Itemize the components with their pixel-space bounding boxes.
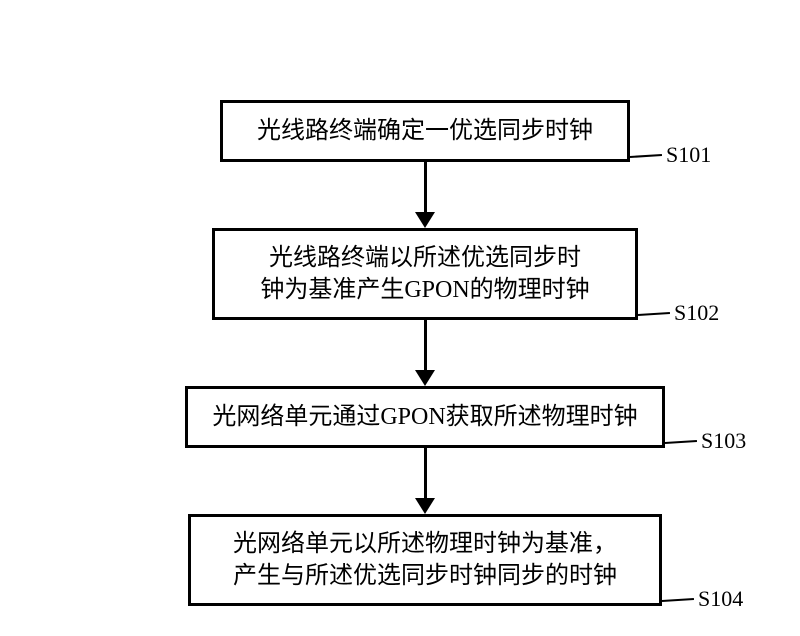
- flow-arrow-shaft: [424, 162, 427, 214]
- flow-node-n1: 光线路终端确定一优选同步时钟: [220, 100, 630, 162]
- flow-node-text: 光线路终端以所述优选同步时钟为基准产生GPON的物理时钟: [260, 242, 589, 307]
- flow-step-label: S103: [701, 428, 746, 454]
- flow-node-n4: 光网络单元以所述物理时钟为基准，产生与所述优选同步时钟同步的时钟: [188, 514, 662, 606]
- flow-arrow-head-icon: [415, 212, 435, 228]
- flow-step-label: S104: [698, 586, 743, 612]
- flow-arrow-shaft: [424, 448, 427, 500]
- label-leader-line: [665, 440, 697, 444]
- flow-arrow-head-icon: [415, 498, 435, 514]
- label-leader-line: [638, 312, 670, 316]
- flow-node-text: 光网络单元以所述物理时钟为基准，产生与所述优选同步时钟同步的时钟: [233, 528, 617, 593]
- label-leader-line: [662, 598, 694, 602]
- flow-step-label: S102: [674, 300, 719, 326]
- flow-node-n3: 光网络单元通过GPON获取所述物理时钟: [185, 386, 665, 448]
- flow-node-n2: 光线路终端以所述优选同步时钟为基准产生GPON的物理时钟: [212, 228, 638, 320]
- flow-arrow-shaft: [424, 320, 427, 372]
- flow-arrow-head-icon: [415, 370, 435, 386]
- label-leader-line: [630, 154, 662, 158]
- flow-step-label: S101: [666, 142, 711, 168]
- flow-node-text: 光线路终端确定一优选同步时钟: [257, 115, 593, 147]
- flow-node-text: 光网络单元通过GPON获取所述物理时钟: [212, 401, 637, 433]
